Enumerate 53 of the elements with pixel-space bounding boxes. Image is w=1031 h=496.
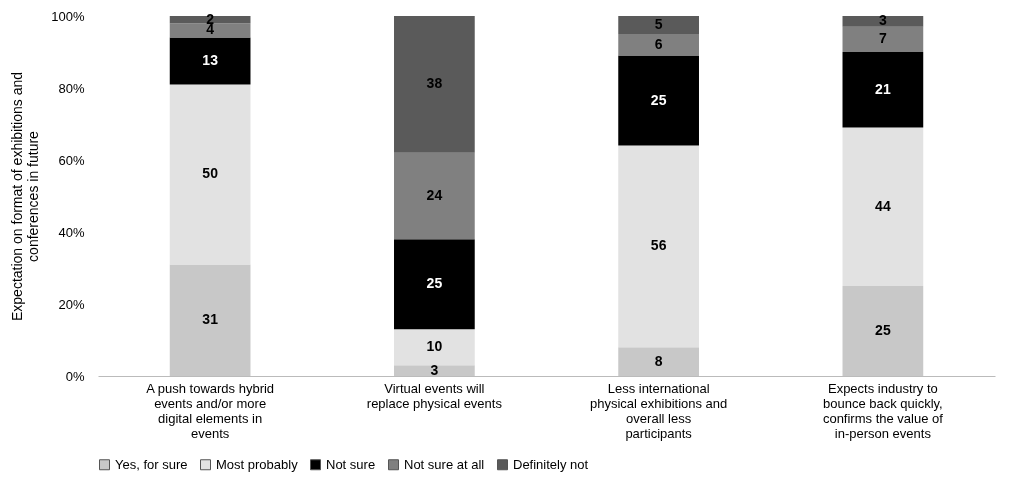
data-label: 5 [654,16,663,32]
data-label: 24 [426,187,443,203]
data-label: 50 [202,165,219,182]
bar [618,34,699,56]
legend-label: Not sure [326,456,376,472]
data-label: 38 [426,75,443,92]
data-label: 25 [426,275,443,292]
x-tick-label: Less international physical exhibitions and overall less participants [589,380,728,441]
y-tick-label: 0% [65,368,85,384]
bar [842,26,924,52]
y-tick-label: 80% [58,80,85,96]
bar [394,329,475,366]
y-tick-label: 40% [58,224,85,240]
legend-label: Definitely not [513,456,589,472]
data-label: 3 [878,12,887,29]
data-label: 25 [875,322,891,338]
y-tick-label: 20% [58,296,85,312]
bar [842,16,924,27]
data-label: 6 [654,35,663,52]
legend-label: Not sure at all [404,456,485,472]
bar [169,23,251,38]
data-label: 10 [426,338,443,355]
bar [394,16,475,153]
bar [842,52,924,128]
bar [169,264,251,376]
data-label: 3 [430,361,439,378]
bar [618,55,699,146]
data-label: 8 [654,352,663,369]
x-tick-label: A push towards hybrid events and/or more digital elements in events [146,380,275,441]
y-tick-label: 60% [58,152,85,168]
bar [618,145,699,348]
bar [394,239,475,330]
data-label: 56 [650,237,667,254]
bar [618,347,699,376]
legend-label: Most probably [216,456,299,472]
y-axis-title: Expectation on format of exhibitions and conferences in future [9,71,42,322]
x-tick-label: Virtual events will replace physical events [366,380,503,411]
data-label: 44 [875,197,891,214]
data-label: 31 [202,311,219,328]
data-label: 21 [875,80,891,97]
bar [169,37,251,85]
data-label: 7 [878,30,887,47]
bar [618,16,699,34]
data-label: 13 [202,52,219,68]
bar [842,127,924,286]
bar [169,84,251,265]
legend-label: Yes, for sure [115,456,188,472]
bar [842,286,924,376]
x-tick-label: Expects industry to bounce back quickly, confirms the value of in-person events [822,380,944,441]
bar [394,365,475,376]
data-label: 25 [650,91,667,108]
bar [394,152,475,240]
y-tick-label: 100% [51,8,85,24]
